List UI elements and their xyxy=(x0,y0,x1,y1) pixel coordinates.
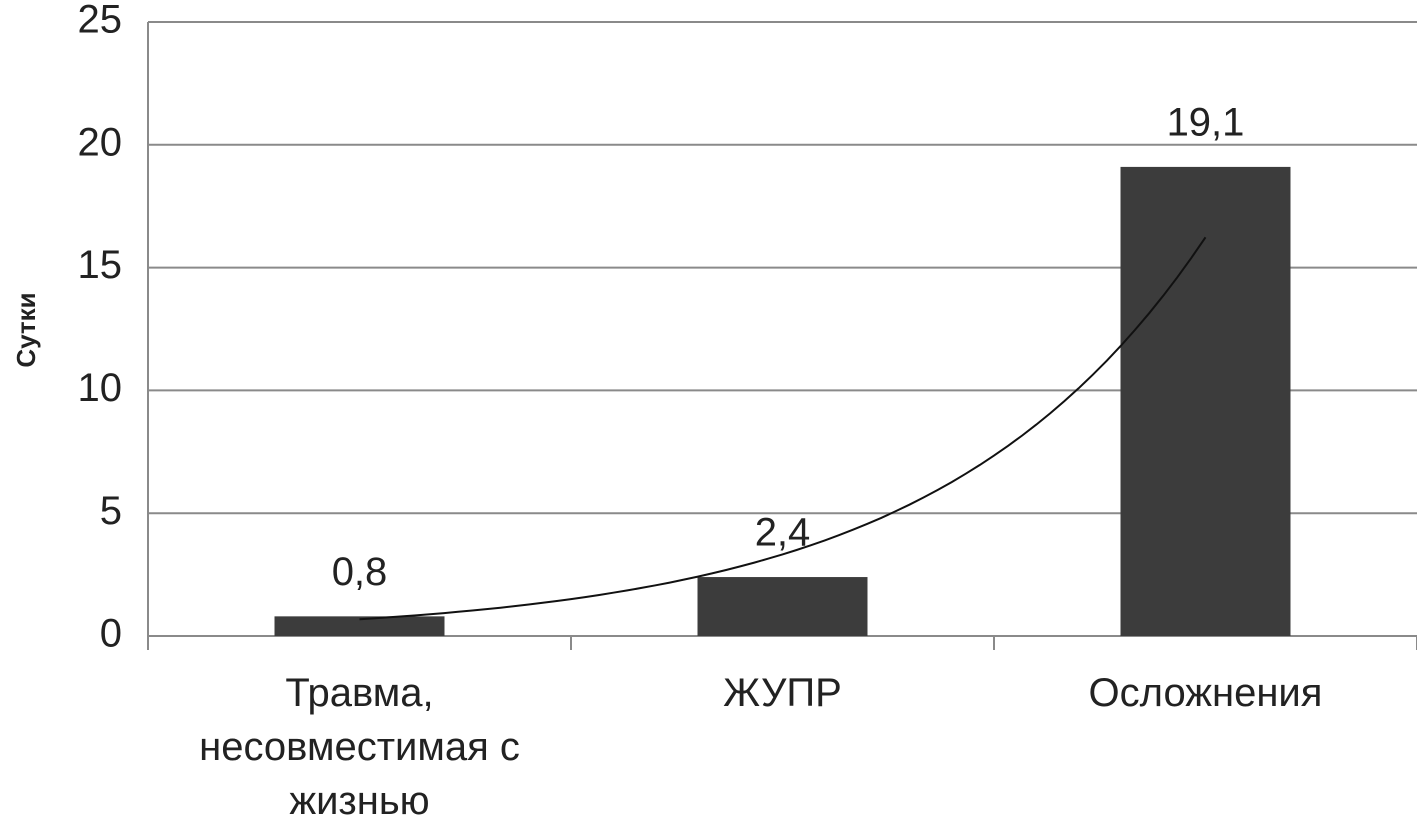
bar xyxy=(274,616,445,636)
value-label: 0,8 xyxy=(332,550,388,594)
x-tick-label: Травма, несовместимая с жизнью xyxy=(199,671,520,823)
x-tick-label: Осложнения xyxy=(1088,671,1323,715)
y-tick-label: 0 xyxy=(100,612,122,656)
y-tick-label: 20 xyxy=(78,120,123,164)
y-tick-label: 25 xyxy=(78,0,123,42)
trendline xyxy=(359,236,1207,621)
y-axis-title: Сутки xyxy=(11,292,41,367)
bar xyxy=(697,577,868,636)
y-tick-label: 5 xyxy=(100,489,122,533)
value-label: 2,4 xyxy=(755,511,811,555)
bar xyxy=(1120,166,1291,637)
value-label: 19,1 xyxy=(1167,100,1245,144)
y-tick-label: 15 xyxy=(78,243,123,287)
x-tick-label: ЖУПР xyxy=(723,671,842,715)
y-tick-label: 10 xyxy=(78,366,123,410)
